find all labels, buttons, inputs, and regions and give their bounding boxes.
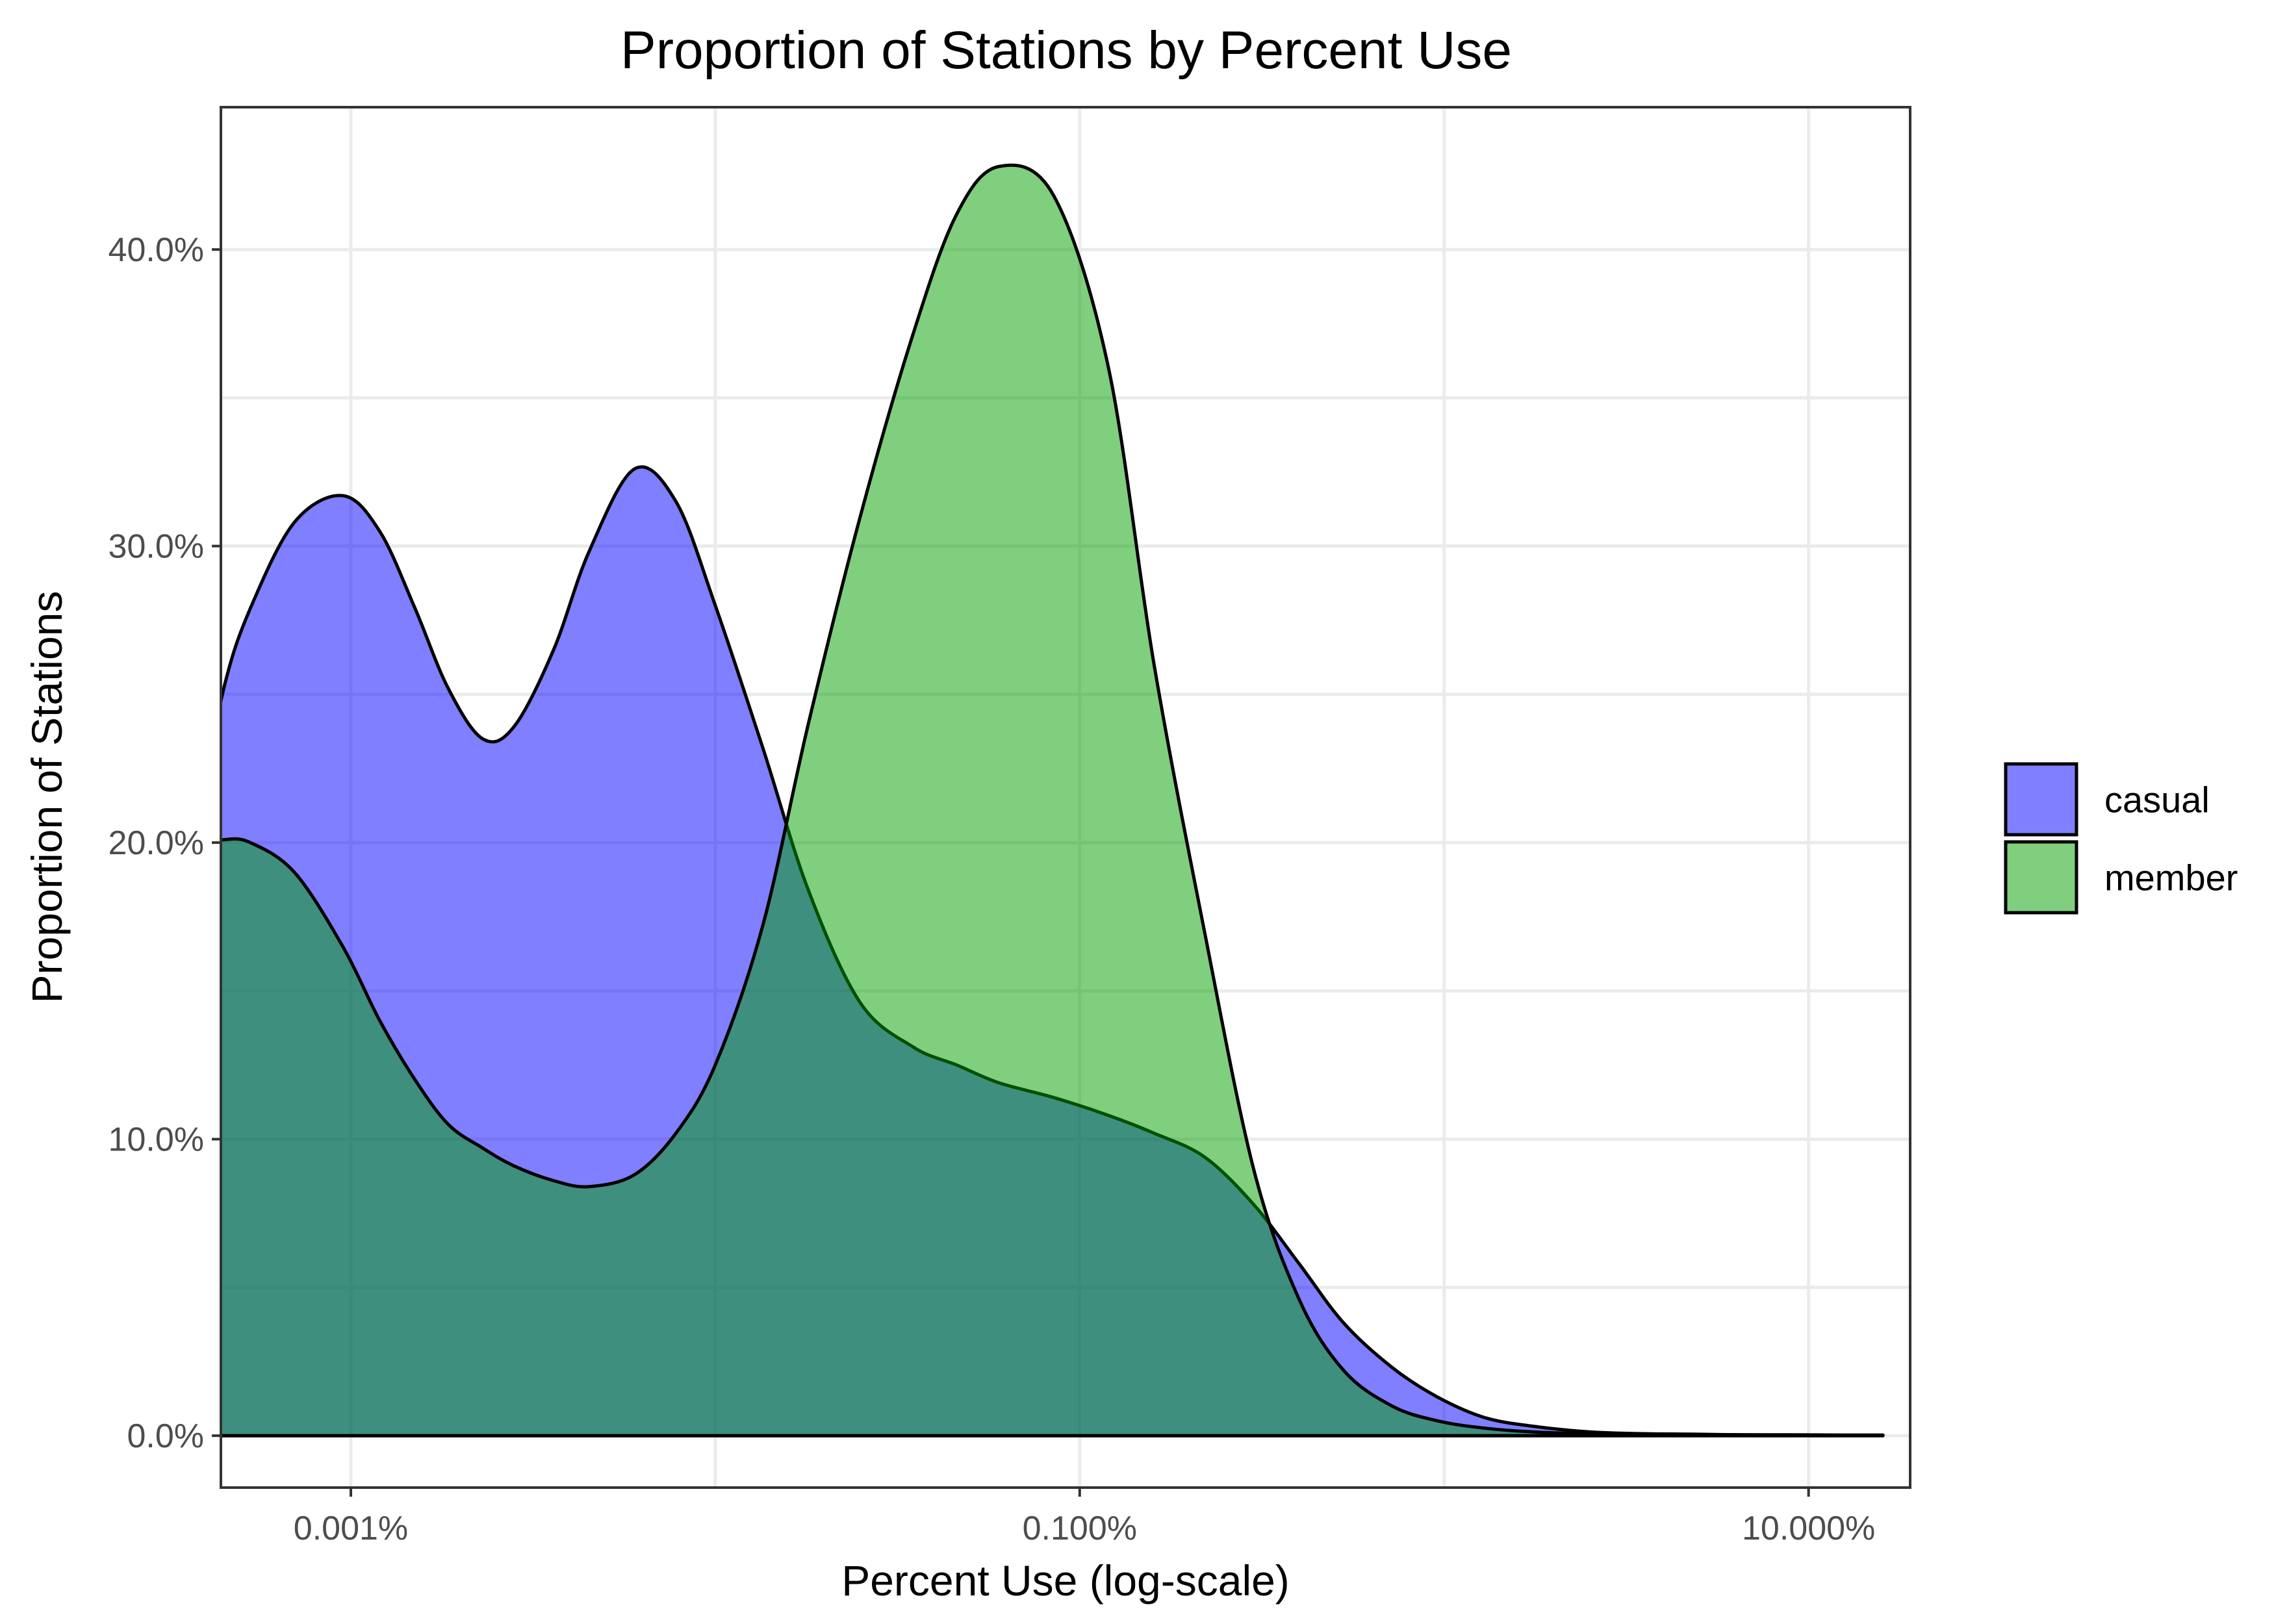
- legend-key-casual: [2004, 762, 2078, 837]
- x-axis: 0.001% 0.100% 10.000%: [294, 1488, 1875, 1547]
- x-tick-label: 0.001%: [294, 1510, 408, 1547]
- panel-border: [220, 106, 1911, 1489]
- legend-label-casual: casual: [2104, 780, 2210, 820]
- legend-label-member: member: [2104, 857, 2238, 898]
- y-tick-label: 20.0%: [109, 824, 204, 862]
- density-area-member: [221, 163, 1885, 1438]
- legend: casual member: [2004, 762, 2238, 915]
- chart-title: Proportion of Stations by Percent Use: [620, 21, 1512, 80]
- x-tick-label: 10.000%: [1742, 1510, 1875, 1547]
- y-axis: 0.0% 10.0% 20.0% 30.0% 40.0%: [109, 231, 221, 1455]
- x-axis-title: Percent Use (log-scale): [841, 1556, 1290, 1605]
- x-tick-label: 0.100%: [1023, 1510, 1137, 1547]
- plot-panel: [220, 106, 1911, 1489]
- density-areas: [221, 163, 1885, 1438]
- y-tick-label: 10.0%: [109, 1121, 204, 1159]
- legend-key-member: [2004, 840, 2078, 915]
- y-tick-label: 30.0%: [109, 528, 204, 566]
- y-tick-label: 40.0%: [109, 231, 204, 269]
- y-axis-title: Proportion of Stations: [23, 591, 71, 1004]
- y-tick-label: 0.0%: [127, 1417, 204, 1455]
